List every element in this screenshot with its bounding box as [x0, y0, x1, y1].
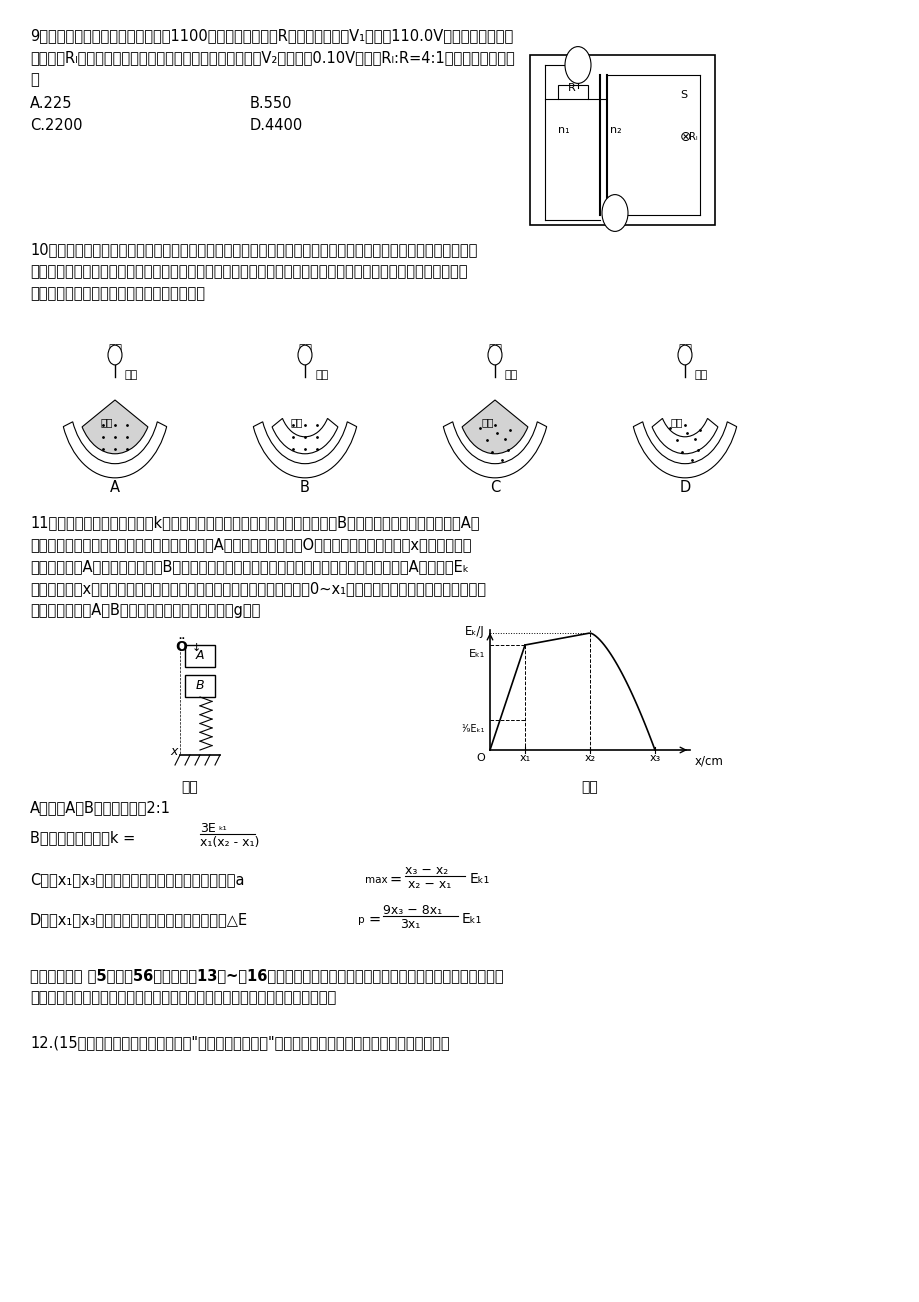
Text: x₃ − x₂: x₃ − x₂ — [404, 865, 448, 878]
Text: 磁场: 磁场 — [290, 417, 303, 427]
Text: x₃: x₃ — [649, 753, 660, 763]
Wedge shape — [443, 422, 546, 478]
Bar — [185, 644, 215, 667]
Text: Eₖ₁: Eₖ₁ — [461, 911, 482, 926]
Text: 图甲: 图甲 — [181, 780, 199, 794]
Text: 12.(15分）某同学利用图甲装置探究"系统的机械能守恒"，该系统由钩码与弹簧组成．实验步骤如下：: 12.(15分）某同学利用图甲装置探究"系统的机械能守恒"，该系统由钩码与弹簧组… — [30, 1035, 449, 1049]
Text: 指针: 指针 — [298, 342, 312, 355]
Text: 指针: 指针 — [108, 342, 122, 355]
Text: x/cm: x/cm — [694, 755, 723, 768]
Text: n₂: n₂ — [609, 125, 621, 135]
Text: n₁: n₁ — [558, 125, 569, 135]
Text: x₁: x₁ — [519, 753, 530, 763]
Text: 3x₁: 3x₁ — [400, 918, 420, 931]
Text: 指针: 指针 — [487, 342, 502, 355]
Text: ¹⁄₉Eₖ₁: ¹⁄₉Eₖ₁ — [461, 724, 484, 734]
Text: 图乙: 图乙 — [581, 780, 597, 794]
Text: 二、非选择题 共5题，共56分。其中第13题~第16题解答时请写出必要的文字说明、方程式和重要的演算步骤，: 二、非选择题 共5题，共56分。其中第13题~第16题解答时请写出必要的文字说明… — [30, 967, 503, 983]
Text: 外力作用下静止在弹簧正上方某高度处，取物块A静止时的位置为原点O、竖直向下为正方向建立x轴。某时刻撤: 外力作用下静止在弹簧正上方某高度处，取物块A静止时的位置为原点O、竖直向下为正方… — [30, 536, 471, 552]
Text: 铝框: 铝框 — [694, 370, 708, 380]
Text: x₂ − x₁: x₂ − x₁ — [407, 878, 450, 891]
Text: 铝板: 铝板 — [125, 370, 138, 380]
Text: max: max — [365, 875, 387, 885]
Wedge shape — [632, 422, 736, 478]
Wedge shape — [82, 400, 148, 454]
Text: R: R — [567, 83, 575, 92]
Text: 3E: 3E — [199, 822, 216, 835]
Wedge shape — [253, 422, 357, 478]
Text: 曲线。已知物块A、B均可视为质点，重力加速度为g，则: 曲线。已知物块A、B均可视为质点，重力加速度为g，则 — [30, 603, 260, 618]
Wedge shape — [63, 422, 166, 478]
Text: 为: 为 — [30, 72, 39, 87]
Text: 9x₃ − 8x₁: 9x₃ − 8x₁ — [382, 904, 442, 917]
Text: x₂: x₂ — [584, 753, 595, 763]
Text: x: x — [170, 745, 177, 758]
Text: A.225: A.225 — [30, 96, 73, 111]
Text: O: O — [476, 753, 484, 763]
Text: B: B — [196, 680, 204, 691]
Text: 与其位置坐标x的关系如图乙所示（弹簧始终处于弹性限度内），图中除0~x₁之间的图线为直线外，其余部分均为: 与其位置坐标x的关系如图乙所示（弹簧始终处于弹性限度内），图中除0~x₁之间的图… — [30, 581, 485, 596]
Text: 铝框: 铝框 — [314, 370, 328, 380]
Text: B: B — [300, 480, 310, 495]
Text: V: V — [572, 62, 578, 72]
Text: 去外力，物块A自由下落，与物块B碰撞后以相同的速度向下运动，碰撞过程用时极短。测得物块A在的动能Eₖ: 去外力，物块A自由下落，与物块B碰撞后以相同的速度向下运动，碰撞过程用时极短。测… — [30, 559, 469, 574]
Text: 场，可以解决此困难的合理方案的是（　　）: 场，可以解决此困难的合理方案的是（ ） — [30, 286, 205, 301]
Text: =: = — [390, 872, 402, 887]
Bar — [529, 55, 714, 225]
Circle shape — [298, 345, 312, 365]
Text: D.4400: D.4400 — [250, 118, 303, 133]
Text: B．弹簧的劲度系数k =: B．弹簧的劲度系数k = — [30, 829, 140, 845]
Text: 阻值恒为Rₗ的灯泡，绕过铁芯的单匝线圈接有一理想电压表V₂，示数为0.10V。已知Rₗ:R=4:1，则副线圈的匝数: 阻值恒为Rₗ的灯泡，绕过铁芯的单匝线圈接有一理想电压表V₂，示数为0.10V。已… — [30, 49, 515, 65]
Text: A: A — [110, 480, 119, 495]
Text: C: C — [489, 480, 500, 495]
Text: Rₗ: Rₗ — [688, 132, 697, 142]
Wedge shape — [461, 400, 528, 454]
Text: A: A — [196, 648, 204, 661]
Text: ↓: ↓ — [192, 643, 201, 654]
Text: C．从x₁到x₃的过程中，物块运动加速度的最大值a: C．从x₁到x₃的过程中，物块运动加速度的最大值a — [30, 872, 244, 887]
Text: D．从x₁到x₃的过程中，弹簧的弹性势能增加了△E: D．从x₁到x₃的过程中，弹簧的弹性势能增加了△E — [30, 911, 248, 927]
Circle shape — [487, 345, 502, 365]
Circle shape — [601, 194, 628, 232]
Text: x₁(x₂ - x₁): x₁(x₂ - x₁) — [199, 836, 259, 849]
Text: C.2200: C.2200 — [30, 118, 83, 133]
Text: S: S — [679, 90, 686, 100]
Text: 磁场: 磁场 — [670, 417, 683, 427]
Text: V₂: V₂ — [608, 210, 618, 220]
Text: 10．零刻度在表盘正中间的电流计，非常灵敏，通入电流后，线圈所受安培力和螺旋弹簧的弹力作用达到平衡时，: 10．零刻度在表盘正中间的电流计，非常灵敏，通入电流后，线圈所受安培力和螺旋弹簧… — [30, 242, 477, 256]
Text: 11．如图甲所示，劲度系数为k的竖直轻弹簧下端固定在地面上，上端与物块B相连并处于静止状态。一物块A在: 11．如图甲所示，劲度系数为k的竖直轻弹簧下端固定在地面上，上端与物块B相连并处… — [30, 516, 479, 530]
Text: 指针在示数附近的摆动很难停下，使读数变得困难。在指针转轴上装上的扇形铝框或扇形铝板，在合适区域加上磁: 指针在示数附近的摆动很难停下，使读数变得困难。在指针转轴上装上的扇形铝框或扇形铝… — [30, 264, 467, 279]
Text: Eₖ/J: Eₖ/J — [465, 625, 484, 638]
Text: Eₖ₁: Eₖ₁ — [470, 872, 490, 885]
Bar — [185, 674, 215, 697]
Text: =: = — [368, 911, 380, 927]
Text: 磁场: 磁场 — [101, 417, 113, 427]
Text: 铝板: 铝板 — [505, 370, 517, 380]
Text: Eₖ₁: Eₖ₁ — [469, 648, 484, 659]
Bar — [558, 85, 587, 99]
Text: 指针: 指针 — [677, 342, 691, 355]
Text: Ö: Ö — [175, 641, 187, 654]
Text: ₖ₁: ₖ₁ — [218, 822, 226, 832]
Text: B.550: B.550 — [250, 96, 292, 111]
Text: p: p — [357, 915, 364, 924]
Text: 磁场: 磁场 — [481, 417, 493, 427]
Text: D: D — [678, 480, 690, 495]
Text: 9．如图，理想变压器原线圈匝数为1100匝，接有一阻值为R的电阻，电压表V₁示数为110.0V。副线圈接有一个: 9．如图，理想变压器原线圈匝数为1100匝，接有一阻值为R的电阻，电压表V₁示数… — [30, 29, 513, 43]
Circle shape — [677, 345, 691, 365]
Text: 只写出最后答案的不能得分；有数值计算时，答案中必须明确写出数值和单位。: 只写出最后答案的不能得分；有数值计算时，答案中必须明确写出数值和单位。 — [30, 990, 335, 1005]
Text: ⊗: ⊗ — [679, 130, 691, 145]
Text: A．物块A、B的质量之比为2:1: A．物块A、B的质量之比为2:1 — [30, 799, 171, 815]
Circle shape — [108, 345, 122, 365]
Circle shape — [564, 47, 590, 83]
